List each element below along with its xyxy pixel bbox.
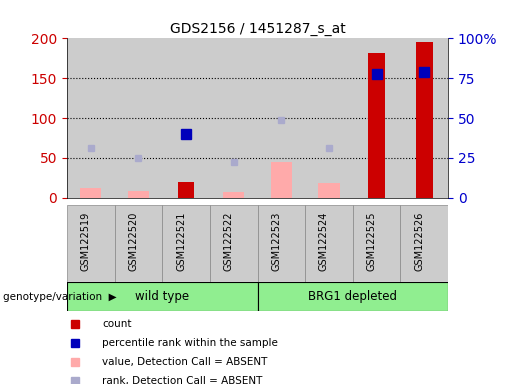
Bar [67, 38, 115, 198]
Bar [114, 38, 162, 198]
Bar [353, 38, 401, 198]
Bar [270, 162, 292, 198]
Bar [162, 205, 210, 282]
Bar [258, 38, 305, 198]
Bar [128, 191, 149, 198]
Bar [67, 282, 258, 311]
Bar [178, 182, 194, 198]
Bar [223, 192, 245, 198]
Bar [210, 38, 258, 198]
Bar [210, 205, 258, 282]
Text: genotype/variation  ▶: genotype/variation ▶ [3, 291, 116, 302]
Bar [305, 38, 353, 198]
Bar [416, 42, 433, 198]
Text: GSM122522: GSM122522 [224, 212, 234, 271]
Bar [318, 183, 340, 198]
Bar [114, 205, 162, 282]
Text: GSM122519: GSM122519 [81, 212, 91, 271]
Text: GSM122523: GSM122523 [271, 212, 281, 271]
Text: count: count [102, 319, 132, 329]
Text: percentile rank within the sample: percentile rank within the sample [102, 338, 279, 348]
Bar [353, 205, 401, 282]
Text: value, Detection Call = ABSENT: value, Detection Call = ABSENT [102, 357, 268, 367]
Text: BRG1 depleted: BRG1 depleted [308, 290, 397, 303]
Bar [162, 38, 210, 198]
Text: GSM122526: GSM122526 [414, 212, 424, 271]
Text: GSM122520: GSM122520 [128, 212, 139, 271]
Bar [305, 205, 353, 282]
Bar [67, 205, 115, 282]
Bar [258, 282, 448, 311]
Text: GSM122525: GSM122525 [367, 212, 376, 271]
Title: GDS2156 / 1451287_s_at: GDS2156 / 1451287_s_at [169, 22, 346, 36]
Bar [401, 205, 448, 282]
Bar [258, 205, 305, 282]
Bar [80, 188, 101, 198]
Bar [401, 38, 448, 198]
Text: rank, Detection Call = ABSENT: rank, Detection Call = ABSENT [102, 376, 263, 384]
Text: wild type: wild type [135, 290, 190, 303]
Text: GSM122524: GSM122524 [319, 212, 329, 271]
Text: GSM122521: GSM122521 [176, 212, 186, 271]
Bar [368, 53, 385, 198]
